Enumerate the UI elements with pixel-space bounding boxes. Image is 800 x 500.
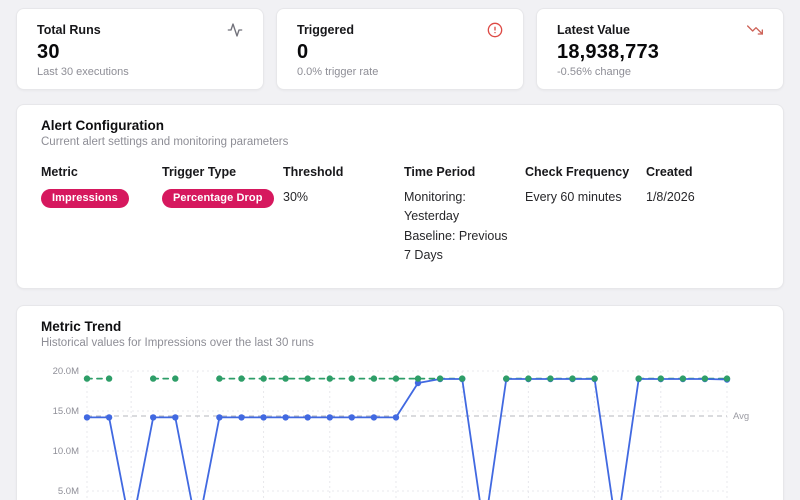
metric-trend-card: Metric Trend Historical values for Impre… (16, 305, 784, 500)
alert-config-grid: Metric Impressions Trigger Type Percenta… (41, 165, 759, 266)
config-field-check-frequency: Check Frequency Every 60 minutes (525, 165, 638, 266)
stat-label-latest-value: Latest Value (557, 23, 630, 37)
time-period-baseline: Baseline: Previous 7 Days (404, 227, 517, 266)
stat-card-total-runs: Total Runs 30 Last 30 executions (16, 8, 264, 90)
metric-trend-chart[interactable]: 05.0M10.0M15.0M20.0MJan 10, 01:00 PMJan … (41, 357, 759, 500)
svg-text:10.0M: 10.0M (53, 446, 79, 457)
config-field-threshold: Threshold 30% (283, 165, 396, 266)
config-field-metric: Metric Impressions (41, 165, 154, 266)
svg-text:15.0M: 15.0M (53, 406, 79, 417)
alert-config-subtitle: Current alert settings and monitoring pa… (41, 136, 759, 148)
time-period-monitoring: Monitoring: Yesterday (404, 188, 517, 227)
alert-config-title: Alert Configuration (41, 118, 759, 133)
stat-value-triggered: 0 (297, 41, 503, 64)
field-label-created: Created (646, 165, 759, 179)
metric-trend-title: Metric Trend (41, 319, 759, 334)
field-label-trigger-type: Trigger Type (162, 165, 275, 179)
dashboard-page: { "stat_cards": [ { "label": "Total Runs… (0, 0, 800, 500)
stat-subtitle-latest-value: -0.56% change (557, 66, 763, 78)
stat-card-triggered: Triggered 0 0.0% trigger rate (276, 8, 524, 90)
svg-text:Avg: Avg (733, 411, 749, 422)
field-label-threshold: Threshold (283, 165, 396, 179)
trigger-type-badge: Percentage Drop (162, 189, 274, 208)
stat-card-latest-value: Latest Value 18,938,773 -0.56% change (536, 8, 784, 90)
metric-trend-subtitle: Historical values for Impressions over t… (41, 337, 759, 349)
stat-label-triggered: Triggered (297, 23, 354, 37)
svg-text:5.0M: 5.0M (58, 486, 79, 497)
alert-config-card: Alert Configuration Current alert settin… (16, 104, 784, 289)
stat-value-total-runs: 30 (37, 41, 243, 64)
stats-row: Total Runs 30 Last 30 executions Trigger… (16, 8, 784, 90)
field-label-metric: Metric (41, 165, 154, 179)
svg-text:20.0M: 20.0M (53, 366, 79, 377)
config-field-time-period: Time Period Monitoring: Yesterday Baseli… (404, 165, 517, 266)
config-field-created: Created 1/8/2026 (646, 165, 759, 266)
stat-subtitle-total-runs: Last 30 executions (37, 66, 243, 78)
stat-subtitle-triggered: 0.0% trigger rate (297, 66, 503, 78)
stat-value-latest-value: 18,938,773 (557, 41, 763, 64)
created-value: 1/8/2026 (646, 188, 759, 207)
stat-label-total-runs: Total Runs (37, 23, 101, 37)
field-label-time-period: Time Period (404, 165, 517, 179)
check-frequency-value: Every 60 minutes (525, 188, 638, 207)
metric-badge: Impressions (41, 189, 129, 208)
config-field-trigger-type: Trigger Type Percentage Drop (162, 165, 275, 266)
activity-icon (227, 22, 243, 38)
trending-down-icon (747, 22, 763, 38)
field-label-check-frequency: Check Frequency (525, 165, 638, 179)
threshold-value: 30% (283, 188, 396, 207)
alert-circle-icon (487, 22, 503, 38)
